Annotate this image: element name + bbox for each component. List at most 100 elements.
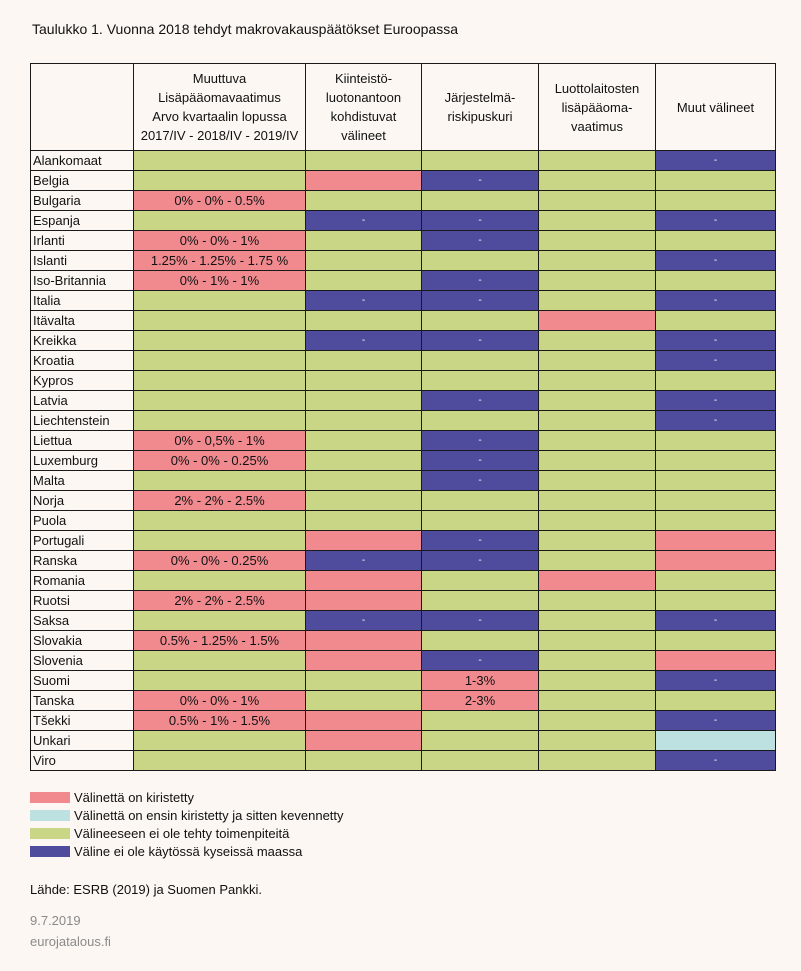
cell-systemic-risk-buffer [421,510,539,531]
header-line: Muuttuva [192,71,247,86]
table-row: Ruotsi 2% - 2% - 2.5% [30,590,776,611]
table-row: Bulgaria 0% - 0% - 0.5% [30,190,776,211]
header-line: luotonantoon [325,90,402,105]
header-line: vaatimus [570,118,624,134]
cell-institution-buffer [538,730,656,751]
cell-institution-buffer [538,410,656,431]
cell-systemic-risk-buffer: - [421,550,539,571]
country-name: Kreikka [30,330,134,351]
country-name: Luxemburg [30,450,134,471]
cell-other-instruments [655,190,776,211]
macroprudential-table: Muuttuva Lisäpääomavaatimus Arvo kvartaali… [30,63,776,771]
header-corner [30,63,134,151]
header-line: välineet [341,128,386,143]
cell-real-estate [305,530,422,551]
table-row: Romania [30,570,776,591]
cell-systemic-risk-buffer [421,410,539,431]
table-row: Iso-Britannia 0% - 1% - 1% - [30,270,776,291]
cell-other-instruments [655,450,776,471]
cell-other-instruments [655,630,776,651]
legend-swatch [30,827,70,839]
table-row: Espanja - - - [30,210,776,231]
cell-other-instruments [655,470,776,491]
country-name: Bulgaria [30,190,134,211]
source-note: Lähde: ESRB (2019) ja Suomen Pankki. [30,882,262,897]
country-name: Liechtenstein [30,410,134,431]
table-row: Liechtenstein - [30,410,776,431]
cell-systemic-risk-buffer: - [421,610,539,631]
header-line: 2017/IV - 2018/IV - 2019/IV [140,128,299,143]
cell-ccyb [133,650,306,671]
cell-real-estate: - [305,610,422,631]
cell-real-estate [305,350,422,371]
country-name: Latvia [30,390,134,411]
cell-real-estate [305,370,422,391]
cell-real-estate: - [305,210,422,231]
cell-systemic-risk-buffer [421,490,539,511]
cell-other-instruments: - [655,750,776,771]
cell-systemic-risk-buffer [421,150,539,171]
cell-institution-buffer [538,610,656,631]
cell-other-instruments [655,510,776,531]
cell-institution-buffer [538,310,656,331]
table-row: Itävalta [30,310,776,331]
cell-real-estate [305,570,422,591]
cell-real-estate [305,150,422,171]
cell-ccyb: 0.5% - 1% - 1.5% [133,710,306,731]
cell-systemic-risk-buffer [421,310,539,331]
cell-ccyb [133,170,306,191]
cell-other-instruments: - [655,210,776,231]
cell-ccyb: 0% - 0% - 0.5% [133,190,306,211]
cell-systemic-risk-buffer: - [421,170,539,191]
cell-institution-buffer [538,590,656,611]
cell-real-estate: - [305,330,422,351]
cell-institution-buffer [538,150,656,171]
cell-institution-buffer [538,210,656,231]
cell-ccyb [133,750,306,771]
cell-systemic-risk-buffer: - [421,470,539,491]
legend-label: Välinettä on kiristetty [74,789,194,805]
legend-item: Väline ei ole käytössä kyseissä maassa [30,844,302,859]
header-line: Lisäpääomavaatimus [158,90,281,105]
cell-systemic-risk-buffer [421,190,539,211]
cell-institution-buffer [538,250,656,271]
cell-real-estate [305,190,422,211]
header-line: riskipuskuri [447,109,513,124]
cell-other-instruments [655,530,776,551]
cell-other-instruments [655,270,776,291]
country-name: Kypros [30,370,134,391]
country-name: Iso-Britannia [30,270,134,291]
cell-institution-buffer [538,290,656,311]
cell-other-instruments [655,650,776,671]
legend-item: Välinettä on kiristetty [30,789,194,805]
cell-other-instruments: - [655,710,776,731]
cell-systemic-risk-buffer [421,250,539,271]
cell-institution-buffer [538,710,656,731]
cell-institution-buffer [538,370,656,391]
cell-other-instruments: - [655,150,776,171]
table-row: Portugali - [30,530,776,551]
cell-institution-buffer [538,650,656,671]
country-name: Itävalta [30,310,134,331]
header-line: Muut välineet [676,99,755,115]
cell-ccyb: 2% - 2% - 2.5% [133,590,306,611]
cell-real-estate [305,730,422,751]
cell-institution-buffer [538,750,656,771]
country-name: Saksa [30,610,134,631]
table-title: Taulukko 1. Vuonna 2018 tehdyt makrovaka… [32,21,458,37]
cell-ccyb [133,610,306,631]
country-name: Liettua [30,430,134,451]
table-row: Suomi 1-3% - [30,670,776,691]
site-name: eurojatalous.fi [30,934,111,949]
table-row: Tanska 0% - 0% - 1% 2-3% [30,690,776,711]
cell-institution-buffer [538,190,656,211]
cell-ccyb [133,470,306,491]
cell-ccyb [133,530,306,551]
cell-institution-buffer [538,270,656,291]
cell-ccyb [133,390,306,411]
publish-date: 9.7.2019 [30,913,81,928]
table-row: Belgia - [30,170,776,191]
cell-real-estate [305,310,422,331]
cell-ccyb: 0% - 0% - 1% [133,690,306,711]
cell-other-instruments: - [655,350,776,371]
